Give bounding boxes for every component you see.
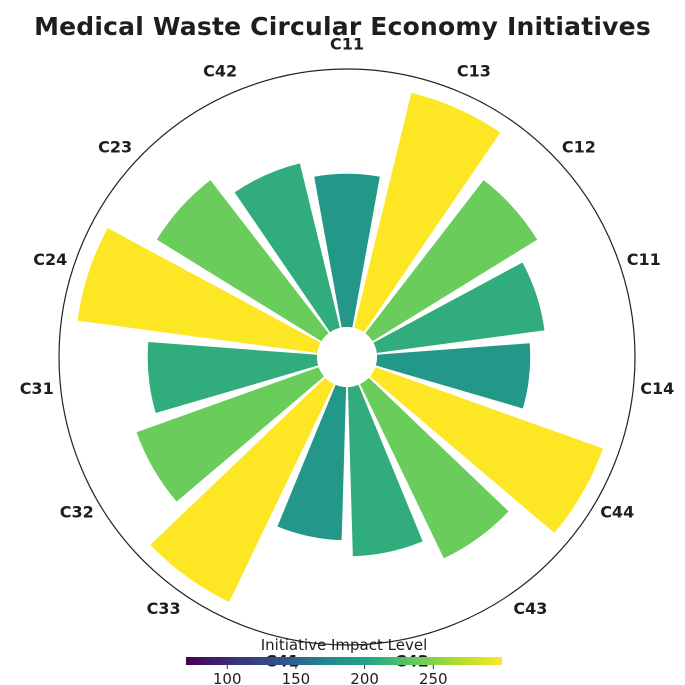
colorbar-tick-label: 200: [350, 670, 379, 685]
category-label: C12: [562, 138, 596, 157]
bar-c24-12: [77, 228, 321, 353]
bar-c14-4: [375, 343, 531, 409]
colorbar-title: Initiative Impact Level: [261, 636, 428, 654]
colorbar-tick-label: 250: [419, 670, 448, 685]
polar-center-hole: [317, 327, 377, 387]
bar-c42-14: [234, 163, 340, 333]
bar-c33-9: [150, 377, 334, 603]
category-label: C32: [60, 503, 94, 522]
bar-c12-2: [365, 180, 538, 342]
bar-c11-0: [314, 173, 380, 328]
bar-c13-1: [354, 92, 501, 333]
bar-c41-8: [277, 384, 347, 541]
colorbar-ticks: 100 150 200 250: [213, 665, 448, 685]
bar-c11-3: [373, 262, 545, 353]
chart-title: Medical Waste Circular Economy Initiativ…: [34, 12, 651, 41]
colorbar: Initiative Impact Level 100 150 200 250: [186, 636, 502, 685]
category-label: C11: [627, 250, 661, 269]
category-label: C31: [20, 379, 54, 398]
colorbar-tick-label: 100: [213, 670, 242, 685]
category-label: C33: [147, 599, 181, 618]
colorbar-tick-label: 150: [282, 670, 311, 685]
bar-c43-6: [360, 377, 509, 559]
category-label: C23: [98, 138, 132, 157]
bar-c44-5: [369, 367, 603, 533]
category-label: C14: [640, 379, 674, 398]
category-label: C42: [203, 61, 237, 80]
category-label: C13: [457, 61, 491, 80]
category-label: C24: [33, 250, 67, 269]
bars-group: [77, 92, 603, 603]
bar-c42-7: [347, 384, 423, 557]
polar-outer-ring: [58, 68, 636, 646]
category-label: C11: [330, 35, 364, 54]
category-label: C44: [600, 503, 634, 522]
bar-c23-13: [156, 180, 329, 342]
category-label: C43: [513, 599, 547, 618]
category-labels: C11C13C12C11C14C44C43C42C41C33C32C31C24C…: [20, 35, 675, 671]
bar-c32-10: [136, 367, 325, 502]
colorbar-gradient: [186, 657, 502, 665]
bar-c31-11: [147, 341, 319, 414]
